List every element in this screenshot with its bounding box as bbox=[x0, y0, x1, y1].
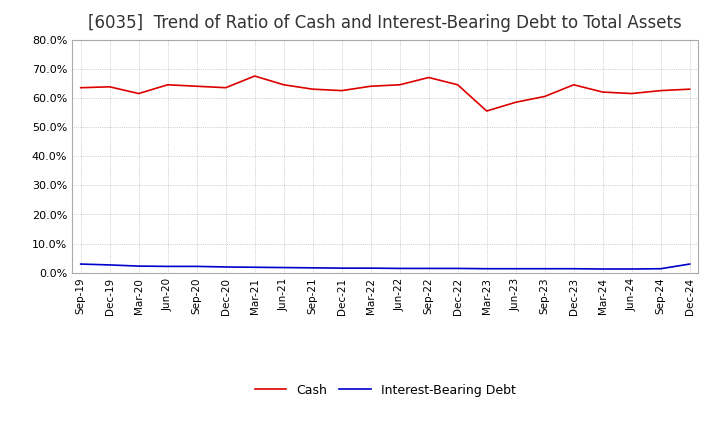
Cash bbox=[657, 88, 665, 93]
Title: [6035]  Trend of Ratio of Cash and Interest-Bearing Debt to Total Assets: [6035] Trend of Ratio of Cash and Intere… bbox=[89, 15, 682, 33]
Cash bbox=[482, 108, 491, 114]
Cash bbox=[685, 87, 694, 92]
Interest-Bearing Debt bbox=[105, 262, 114, 268]
Interest-Bearing Debt bbox=[424, 266, 433, 271]
Interest-Bearing Debt bbox=[395, 266, 404, 271]
Line: Cash: Cash bbox=[81, 76, 690, 111]
Cash bbox=[76, 85, 85, 90]
Cash bbox=[163, 82, 172, 88]
Interest-Bearing Debt bbox=[598, 266, 607, 271]
Cash bbox=[395, 82, 404, 88]
Interest-Bearing Debt bbox=[279, 265, 288, 270]
Cash bbox=[454, 82, 462, 88]
Interest-Bearing Debt bbox=[657, 266, 665, 271]
Interest-Bearing Debt bbox=[308, 265, 317, 271]
Interest-Bearing Debt bbox=[366, 265, 375, 271]
Interest-Bearing Debt bbox=[627, 266, 636, 271]
Cash bbox=[105, 84, 114, 89]
Interest-Bearing Debt bbox=[76, 261, 85, 267]
Interest-Bearing Debt bbox=[685, 261, 694, 267]
Cash bbox=[221, 85, 230, 90]
Interest-Bearing Debt bbox=[221, 264, 230, 270]
Legend: Cash, Interest-Bearing Debt: Cash, Interest-Bearing Debt bbox=[250, 379, 521, 402]
Interest-Bearing Debt bbox=[163, 264, 172, 269]
Cash bbox=[366, 84, 375, 89]
Cash bbox=[511, 99, 520, 105]
Cash bbox=[338, 88, 346, 93]
Cash bbox=[541, 94, 549, 99]
Interest-Bearing Debt bbox=[454, 266, 462, 271]
Cash bbox=[627, 91, 636, 96]
Interest-Bearing Debt bbox=[192, 264, 201, 269]
Cash bbox=[251, 73, 259, 79]
Cash bbox=[424, 75, 433, 80]
Cash bbox=[192, 84, 201, 89]
Line: Interest-Bearing Debt: Interest-Bearing Debt bbox=[81, 264, 690, 269]
Interest-Bearing Debt bbox=[570, 266, 578, 271]
Interest-Bearing Debt bbox=[338, 265, 346, 271]
Interest-Bearing Debt bbox=[135, 264, 143, 269]
Interest-Bearing Debt bbox=[482, 266, 491, 271]
Interest-Bearing Debt bbox=[251, 264, 259, 270]
Interest-Bearing Debt bbox=[541, 266, 549, 271]
Cash bbox=[135, 91, 143, 96]
Cash bbox=[308, 87, 317, 92]
Cash bbox=[598, 89, 607, 95]
Cash bbox=[279, 82, 288, 88]
Cash bbox=[570, 82, 578, 88]
Interest-Bearing Debt bbox=[511, 266, 520, 271]
